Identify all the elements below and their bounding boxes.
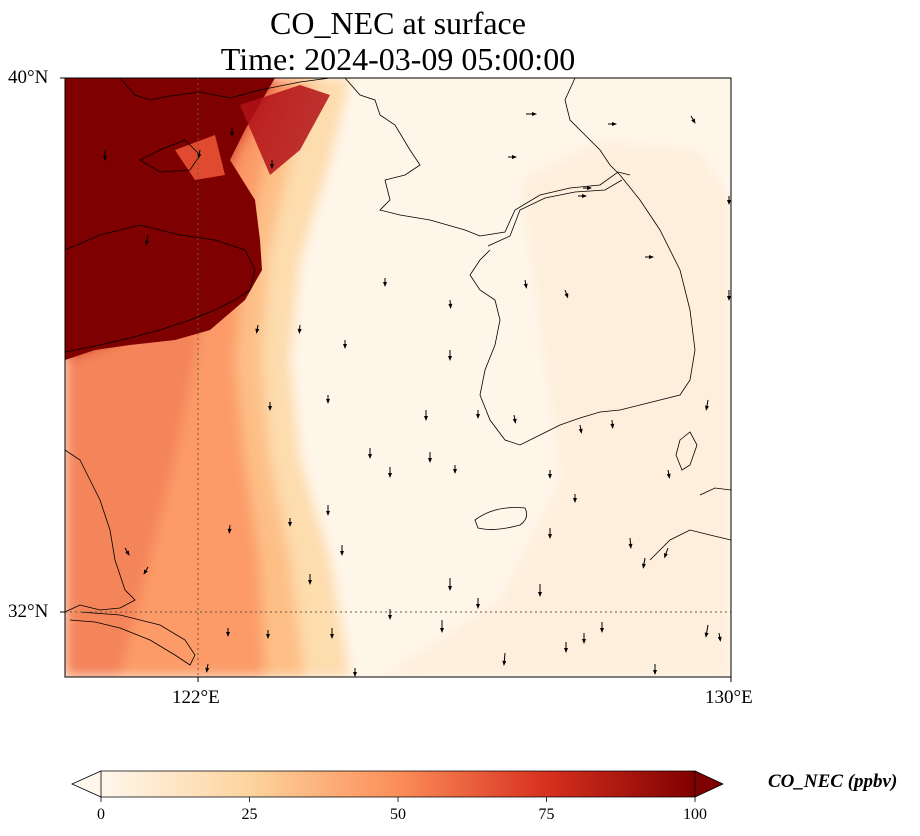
wind-vector-head (205, 667, 210, 673)
wind-vector-head (717, 636, 722, 642)
wind-vector-head (664, 552, 668, 559)
wind-vector-head (538, 592, 542, 597)
wind-vector-head (388, 615, 392, 620)
wind-vector-head (610, 423, 615, 429)
wind-vector-head (612, 122, 617, 126)
wind-vector-head (197, 153, 202, 159)
wind-vector-head (448, 586, 452, 591)
high-concentration-blocks (65, 78, 330, 360)
wind-vector-head (704, 632, 709, 638)
colorbar-tick-label: 25 (241, 806, 258, 823)
wind-vector-head (388, 473, 392, 478)
lon-tick-label: 130°E (705, 687, 753, 708)
wind-vector-head (548, 474, 552, 479)
wind-vector-head (532, 112, 537, 116)
wind-vectors (103, 112, 731, 677)
map-subtitle: Time: 2024-03-09 05:00:00 (220, 41, 576, 77)
colorbar-tick-label: 100 (683, 806, 707, 823)
wind-vector-head (582, 194, 587, 198)
wind-vector-head (573, 498, 577, 503)
wind-vector-head (226, 632, 230, 637)
wind-vector-head (476, 604, 480, 609)
wind-vector-head (691, 118, 696, 124)
wind-vector-head (255, 328, 260, 334)
colorbar-tick-label: 0 (97, 806, 105, 823)
wind-vector-head (368, 454, 372, 459)
wind-vector-head (666, 473, 671, 479)
wind-vector-head (143, 569, 148, 575)
colorbar-extend-max (694, 770, 724, 798)
wind-vector-head (383, 282, 387, 287)
wind-vector-head (523, 283, 528, 289)
wind-vector-head (288, 522, 292, 527)
map-title: CO_NEC at surface (270, 5, 526, 41)
wind-vector-head (502, 660, 507, 666)
axis-ticks (60, 77, 732, 682)
wind-vector-head (340, 551, 344, 556)
wind-vector-head (144, 240, 149, 246)
wind-vector-head (326, 399, 330, 404)
lat-tick-label: 32°N (8, 601, 49, 622)
wind-vector-head (125, 550, 130, 556)
wind-vector-head (270, 164, 274, 169)
wind-vector-head (326, 511, 330, 516)
wind-vector-head (308, 580, 312, 585)
wind-vector-head (512, 418, 517, 424)
lat-tick-label: 40°N (8, 67, 49, 88)
wind-vector-head (103, 156, 107, 161)
wind-vector-head (230, 132, 234, 137)
wind-vector-head (564, 648, 568, 653)
wind-vector-head (448, 356, 452, 361)
wind-vector-head (564, 293, 569, 299)
wind-vector-head (727, 296, 731, 301)
wind-vector-head (704, 405, 709, 411)
colorbar-tick-label: 75 (538, 806, 555, 823)
lon-tick-label: 122°E (172, 687, 220, 708)
wind-vector-head (448, 303, 453, 309)
wind-vector-head (266, 634, 270, 639)
wind-vector-head (297, 328, 302, 334)
wind-vector-head (653, 670, 657, 675)
wind-vector-head (343, 344, 347, 349)
wind-vector-head (548, 534, 552, 539)
wind-vector-head (600, 628, 604, 633)
wind-vector-head (268, 406, 272, 411)
wind-vector-head (578, 428, 583, 434)
gridlines (65, 78, 731, 677)
colorbar-label: CO_NEC (ppbv) (768, 771, 898, 792)
wind-vector-head (727, 200, 731, 205)
map-frame (64, 77, 732, 678)
wind-vector-head (582, 639, 586, 644)
wind-vector-head (587, 186, 592, 190)
colorbar (71, 770, 724, 802)
colorbar-gradient (101, 771, 695, 797)
wind-vector-head (512, 155, 517, 159)
colorbar-extend-min (71, 770, 102, 798)
wind-vector-head (641, 563, 646, 569)
wind-vector-head (476, 414, 480, 419)
wind-vector-head (227, 528, 232, 534)
map-panel (65, 78, 731, 677)
coastlines (65, 78, 731, 666)
wind-vector-head (330, 634, 334, 639)
wind-vector-head (440, 628, 444, 633)
wind-vector-head (428, 458, 432, 463)
colorbar-tick-label: 50 (390, 806, 406, 823)
wind-vector-head (353, 672, 357, 677)
wind-vector-head (424, 416, 428, 421)
wind-vector-head (649, 255, 654, 259)
wind-vector-head (453, 469, 457, 474)
wind-vector-head (628, 543, 633, 549)
